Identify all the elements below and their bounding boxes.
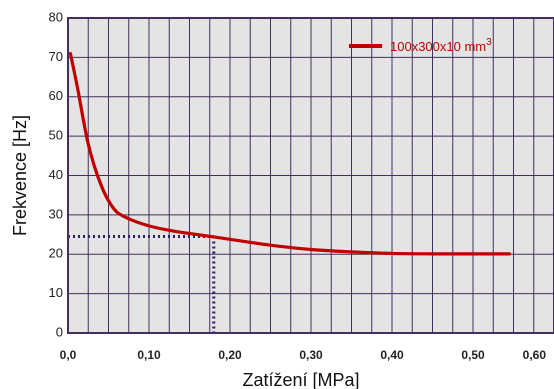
x-tick-label: 0,50	[461, 348, 485, 362]
y-axis-title: Frekvence [Hz]	[10, 115, 30, 236]
legend-label-text: 100x300x10 mm	[390, 39, 486, 54]
series-line	[68, 51, 512, 256]
y-tick-label: 50	[49, 128, 63, 143]
y-tick-label: 10	[49, 285, 63, 300]
x-axis-title: Zatížení [MPa]	[242, 370, 359, 389]
x-tick-label: 0,0	[60, 348, 77, 362]
y-tick-label: 70	[49, 49, 63, 64]
legend-label-superscript: 3	[486, 37, 492, 48]
y-tick-label: 20	[49, 246, 63, 261]
y-tick-label: 60	[49, 88, 63, 103]
y-tick-labels: 0 10 20 30 40 50 60 70 80	[49, 9, 63, 339]
x-tick-label: 0,30	[299, 348, 323, 362]
y-tick-label: 30	[49, 206, 63, 221]
x-tick-label: 0,60	[523, 348, 547, 362]
x-tick-label: 0,40	[380, 348, 404, 362]
y-tick-label: 0	[56, 324, 63, 339]
reference-lines	[68, 235, 216, 333]
grid-lines	[68, 18, 554, 333]
y-tick-label: 80	[49, 9, 63, 24]
x-tick-labels: 0,0 0,10 0,20 0,30 0,40 0,50 0,60	[60, 348, 547, 362]
x-tick-label: 0,10	[137, 348, 161, 362]
legend: 100x300x10 mm3	[349, 37, 492, 54]
plot-frame	[67, 17, 554, 334]
y-tick-label: 40	[49, 167, 63, 182]
x-tick-label: 0,20	[218, 348, 242, 362]
legend-label: 100x300x10 mm3	[390, 37, 492, 54]
series-group	[68, 51, 512, 256]
